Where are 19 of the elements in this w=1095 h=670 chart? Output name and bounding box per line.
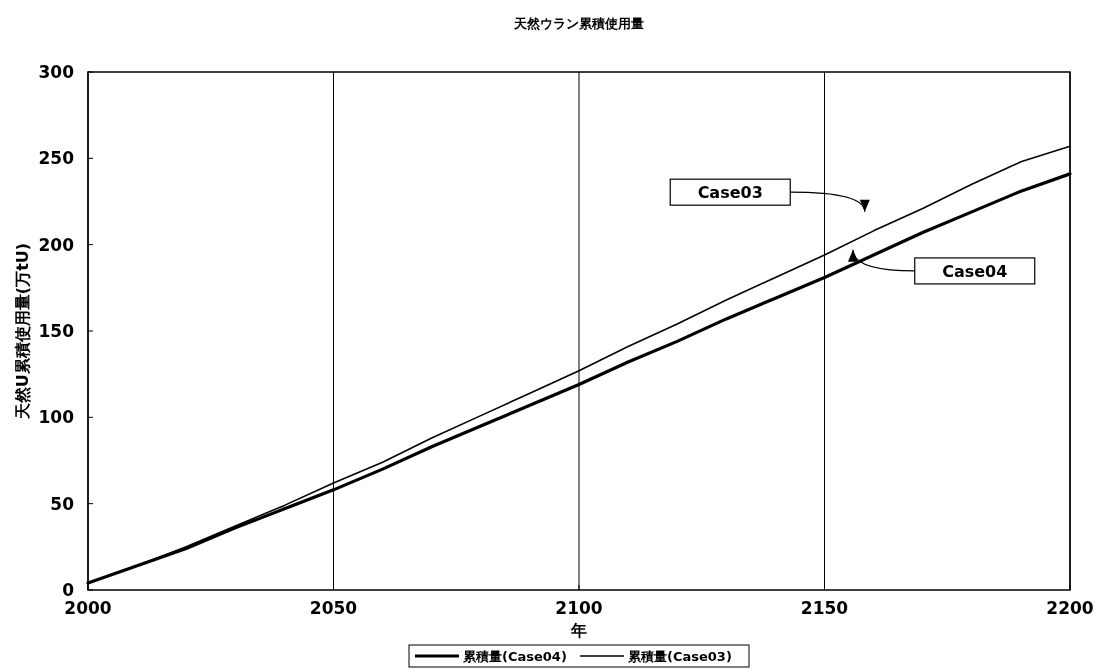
y-tick-label: 150	[38, 321, 75, 341]
annotation: Case04	[942, 261, 1008, 281]
legend-label: 累積量(Case03)	[627, 649, 732, 664]
y-tick-label: 200	[38, 234, 75, 255]
x-tick-label: 2050	[309, 598, 358, 618]
y-tick-label: 300	[38, 62, 75, 82]
y-tick-label: 100	[38, 407, 75, 428]
x-tick-label: 2150	[800, 598, 849, 618]
x-tick-label: 2100	[555, 598, 603, 618]
y-axis-title: 天然U累積使用量(万tU)	[13, 242, 32, 421]
legend-label: 累積量(Case04)	[462, 649, 567, 664]
annotation: Case03	[697, 183, 763, 203]
chart-title: 天然ウラン累積使用量	[513, 16, 644, 31]
x-tick-label: 2000	[64, 598, 112, 618]
x-axis-title: 年	[570, 621, 587, 640]
y-tick-label: 0	[62, 580, 75, 600]
x-tick-label: 2200	[1046, 598, 1094, 618]
y-tick-label: 250	[38, 148, 75, 169]
y-tick-label: 50	[50, 493, 75, 514]
